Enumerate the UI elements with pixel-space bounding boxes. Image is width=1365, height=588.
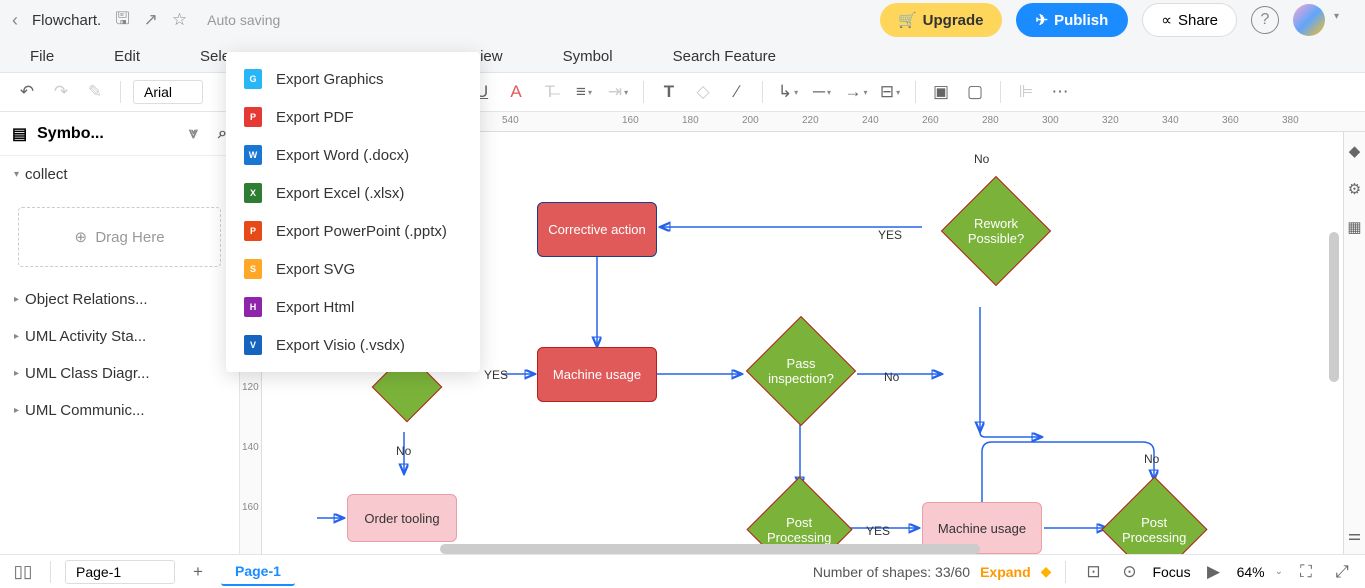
- more-button[interactable]: ⋯: [1047, 79, 1073, 105]
- save-icon[interactable]: 🖫: [115, 6, 129, 35]
- menu-symbol[interactable]: Symbol: [563, 48, 613, 65]
- scrollbar-vertical[interactable]: [1329, 232, 1339, 382]
- flow-node[interactable]: Rework Possible?: [941, 176, 1051, 286]
- menu-file[interactable]: File: [30, 48, 54, 65]
- scrollbar-horizontal[interactable]: [440, 544, 980, 554]
- shape-count: Number of shapes: 33/60: [813, 564, 970, 580]
- file-icon: P: [244, 221, 262, 241]
- doc-title[interactable]: Flowchart.: [32, 12, 101, 29]
- edge-label: No: [884, 370, 899, 384]
- text-color-button[interactable]: A: [503, 79, 529, 105]
- export-item[interactable]: XExport Excel (.xlsx): [226, 174, 480, 212]
- connector-button[interactable]: ↳: [775, 79, 801, 105]
- flow-node[interactable]: Post Processing: [1101, 476, 1207, 554]
- export-item[interactable]: HExport Html: [226, 288, 480, 326]
- focus-label[interactable]: Focus: [1152, 564, 1190, 580]
- publish-button[interactable]: ✈Publish: [1016, 3, 1129, 37]
- presentation-icon[interactable]: ▶: [1201, 559, 1227, 585]
- edge-label: YES: [878, 228, 902, 242]
- collapse-icon[interactable]: ⩔: [189, 125, 198, 143]
- back-button-layer[interactable]: ▢: [962, 79, 988, 105]
- back-button[interactable]: ‹: [12, 10, 18, 31]
- flow-node[interactable]: Corrective action: [537, 202, 657, 257]
- align-button[interactable]: ≡: [571, 79, 597, 105]
- fullscreen-button[interactable]: ⤢: [1329, 559, 1355, 585]
- format-painter-button[interactable]: ✎: [82, 79, 108, 105]
- expand-button[interactable]: Expand: [980, 564, 1031, 580]
- edge-label: YES: [484, 368, 508, 382]
- avatar[interactable]: [1293, 4, 1325, 36]
- indent-button[interactable]: ⇥: [605, 79, 631, 105]
- drag-here[interactable]: ⊕ Drag Here: [18, 207, 221, 267]
- text-tool[interactable]: T: [656, 79, 682, 105]
- line-style-button[interactable]: ─: [809, 79, 835, 105]
- arrow-button[interactable]: →: [843, 79, 869, 105]
- star-icon[interactable]: ☆: [172, 10, 187, 30]
- file-icon: V: [244, 335, 262, 355]
- autosave-label: Auto saving: [207, 12, 280, 28]
- plane-icon: ✈: [1036, 11, 1049, 29]
- font-select[interactable]: Arial: [133, 80, 203, 104]
- sidebar-cat[interactable]: collect: [0, 156, 239, 193]
- export-item[interactable]: PExport PowerPoint (.pptx): [226, 212, 480, 250]
- grid-icon[interactable]: ▦: [1347, 218, 1361, 236]
- file-icon: G: [244, 69, 262, 89]
- undo-button[interactable]: ↶: [14, 79, 40, 105]
- export-item[interactable]: VExport Visio (.vsdx): [226, 326, 480, 364]
- fill-tool-icon[interactable]: ◆: [1349, 142, 1361, 160]
- edge-label: No: [1144, 452, 1159, 466]
- edge-label: No: [974, 152, 989, 166]
- zoom-level[interactable]: 64%: [1237, 564, 1265, 580]
- share-icon: ∝: [1161, 11, 1172, 29]
- export-item[interactable]: GExport Graphics: [226, 60, 480, 98]
- sidebar-title: Symbo...: [37, 125, 104, 143]
- menu-iew[interactable]: iew: [480, 48, 503, 65]
- focus-icon[interactable]: ⊙: [1116, 559, 1142, 585]
- export-item[interactable]: WExport Word (.docx): [226, 136, 480, 174]
- edge-label: No: [396, 444, 411, 458]
- fit-button[interactable]: ⛶: [1293, 559, 1319, 585]
- flow-node[interactable]: Pass inspection?: [746, 316, 856, 426]
- add-page-button[interactable]: +: [185, 559, 211, 585]
- export-item[interactable]: SExport SVG: [226, 250, 480, 288]
- upgrade-button[interactable]: 🛒Upgrade: [880, 3, 1002, 37]
- edge-label: YES: [866, 524, 890, 538]
- menu-edit[interactable]: Edit: [114, 48, 140, 65]
- settings-gear-icon[interactable]: ⚙: [1348, 180, 1361, 198]
- file-icon: S: [244, 259, 262, 279]
- export-item[interactable]: PExport PDF: [226, 98, 480, 136]
- layers-icon[interactable]: ⊡: [1080, 559, 1106, 585]
- redo-button[interactable]: ↷: [48, 79, 74, 105]
- page-select[interactable]: Page-1: [65, 560, 175, 584]
- help-button[interactable]: ?: [1251, 6, 1279, 34]
- sidebar-cat[interactable]: Object Relations...: [0, 281, 239, 318]
- line-color-button[interactable]: ∕: [724, 79, 750, 105]
- menu-search feature[interactable]: Search Feature: [673, 48, 776, 65]
- page-tab-active[interactable]: Page-1: [221, 558, 295, 586]
- sidebar-cat[interactable]: UML Activity Sta...: [0, 318, 239, 355]
- open-external-icon[interactable]: ↗: [144, 10, 158, 30]
- flow-node[interactable]: Post Processing: [746, 476, 852, 554]
- cart-icon: 🛒: [898, 11, 917, 29]
- front-button[interactable]: ▣: [928, 79, 954, 105]
- library-icon: ▤: [12, 124, 27, 144]
- sidebar-cat[interactable]: UML Class Diagr...: [0, 355, 239, 392]
- fill-button[interactable]: ◇: [690, 79, 716, 105]
- export-menu: GExport GraphicsPExport PDFWExport Word …: [226, 52, 480, 372]
- diamond-icon: ◆: [1041, 563, 1052, 580]
- options-icon[interactable]: ⚌: [1348, 526, 1361, 544]
- file-icon: H: [244, 297, 262, 317]
- flow-node[interactable]: Order tooling: [347, 494, 457, 542]
- file-icon: X: [244, 183, 262, 203]
- file-icon: P: [244, 107, 262, 127]
- pages-icon[interactable]: ▯▯: [10, 559, 36, 585]
- strike-button[interactable]: T̶: [537, 79, 563, 105]
- share-button[interactable]: ∝Share: [1142, 3, 1237, 37]
- sidebar-cat[interactable]: UML Communic...: [0, 392, 239, 429]
- align-objects-button[interactable]: ⊫: [1013, 79, 1039, 105]
- file-icon: W: [244, 145, 262, 165]
- flow-node[interactable]: Machine usage: [537, 347, 657, 402]
- line-end-button[interactable]: ⊟: [877, 79, 903, 105]
